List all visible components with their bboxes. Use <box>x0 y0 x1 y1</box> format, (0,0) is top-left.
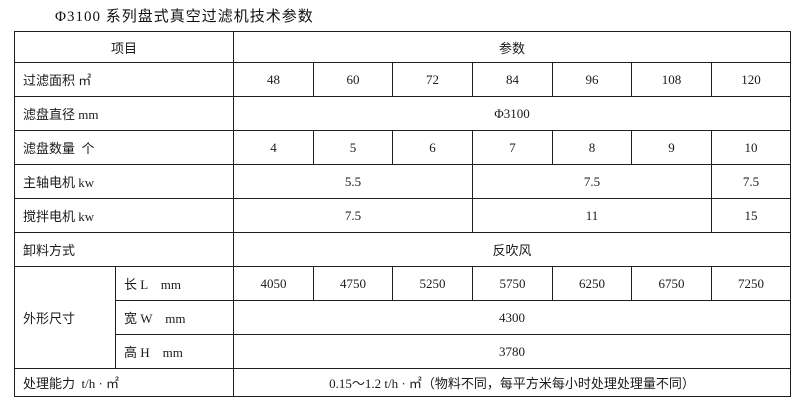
label-height: 高 H mm <box>114 334 235 369</box>
value-main-motor-2: 7.5 <box>472 164 713 199</box>
value-filter-area-7: 120 <box>711 62 792 97</box>
value-disc-count-2: 5 <box>313 130 394 165</box>
label-capacity: 处理能力 t/h · ㎡ <box>13 368 235 397</box>
value-length-1: 4050 <box>233 266 315 301</box>
value-width: 4300 <box>233 300 792 335</box>
label-discharge-method: 卸料方式 <box>13 232 235 267</box>
value-length-3: 5250 <box>392 266 474 301</box>
label-length: 长 L mm <box>114 266 235 301</box>
label-disc-diameter: 滤盘直径 mm <box>13 96 235 131</box>
value-disc-count-3: 6 <box>392 130 474 165</box>
value-filter-area-6: 108 <box>631 62 713 97</box>
value-agitator-motor-2: 11 <box>472 198 713 233</box>
row-capacity: 处理能力 t/h · ㎡ 0.15～1.2 t/h · ㎡（物料不同，每平方米每小… <box>13 368 792 397</box>
value-length-5: 6250 <box>552 266 633 301</box>
value-filter-area-4: 84 <box>472 62 554 97</box>
value-length-2: 4750 <box>313 266 394 301</box>
label-width: 宽 W mm <box>114 300 235 335</box>
spec-table-body: 项目 参数 过滤面积 ㎡ 48 60 72 84 96 108 120 滤盘直径 mm Φ3100 滤盘… <box>13 31 792 397</box>
value-filter-area-2: 60 <box>313 62 394 97</box>
row-dimension-length: 外形尺寸长 L mm 4050 4750 5250 5750 6250 6750 7250 <box>14 266 792 369</box>
value-height: 3780 <box>233 334 792 369</box>
document-title: Φ3100 系列盘式真空过滤机技术参数 <box>55 9 314 25</box>
value-disc-diameter: Φ3100 <box>233 96 792 131</box>
label-dimensions: 外形尺寸 <box>14 266 116 369</box>
value-length-7: 7250 <box>711 266 792 301</box>
row-main-motor: 主轴电机 kw 5.5 7.5 7.5 <box>13 164 792 199</box>
value-disc-count-5: 8 <box>552 130 633 165</box>
row-disc-diameter: 滤盘直径 mm Φ3100 <box>13 96 792 131</box>
header-row: 项目 参数 <box>13 31 792 63</box>
value-main-motor-1: 5.5 <box>233 164 474 199</box>
header-item-label: 项目 <box>13 31 235 63</box>
label-agitator-motor: 搅拌电机 kw <box>13 198 235 233</box>
header-param-label: 参数 <box>233 31 792 63</box>
value-length-6: 6750 <box>631 266 713 301</box>
document-page: Φ3100 系列盘式真空过滤机技术参数 项目 参数 过滤面积 ㎡ 48 60 72 84 96… <box>13 9 792 397</box>
value-filter-area-5: 96 <box>552 62 633 97</box>
value-capacity: 0.15～1.2 t/h · ㎡（物料不同，每平方米每小时处理处理量不同） <box>233 368 792 397</box>
value-filter-area-3: 72 <box>392 62 474 97</box>
value-disc-count-4: 7 <box>472 130 554 165</box>
label-main-motor: 主轴电机 kw <box>13 164 235 199</box>
row-dimension-width: 宽 W mm 4300 <box>15 300 792 335</box>
row-dimension-height: 高 H mm 3780 <box>15 334 792 369</box>
row-agitator-motor: 搅拌电机 kw 7.5 11 15 <box>13 198 792 233</box>
value-disc-count-6: 9 <box>631 130 713 165</box>
value-filter-area-1: 48 <box>233 62 315 97</box>
value-discharge-method: 反吹风 <box>233 232 792 267</box>
label-filter-area: 过滤面积 ㎡ <box>13 62 235 97</box>
value-disc-count-7: 10 <box>711 130 792 165</box>
label-disc-count: 滤盘数量 个 <box>13 130 235 165</box>
value-disc-count-1: 4 <box>233 130 315 165</box>
value-length-4: 5750 <box>472 266 554 301</box>
value-agitator-motor-3: 15 <box>711 198 792 233</box>
row-filter-area: 过滤面积 ㎡ 48 60 72 84 96 108 120 <box>13 62 792 97</box>
row-discharge-method: 卸料方式 反吹风 <box>13 232 792 267</box>
value-agitator-motor-1: 7.5 <box>233 198 474 233</box>
value-main-motor-3: 7.5 <box>711 164 792 199</box>
row-disc-count: 滤盘数量 个 4 5 6 7 8 9 10 <box>13 130 792 165</box>
spec-table: 项目 参数 过滤面积 ㎡ 48 60 72 84 96 108 120 滤盘直径 mm Φ3100 滤盘… <box>13 31 792 397</box>
